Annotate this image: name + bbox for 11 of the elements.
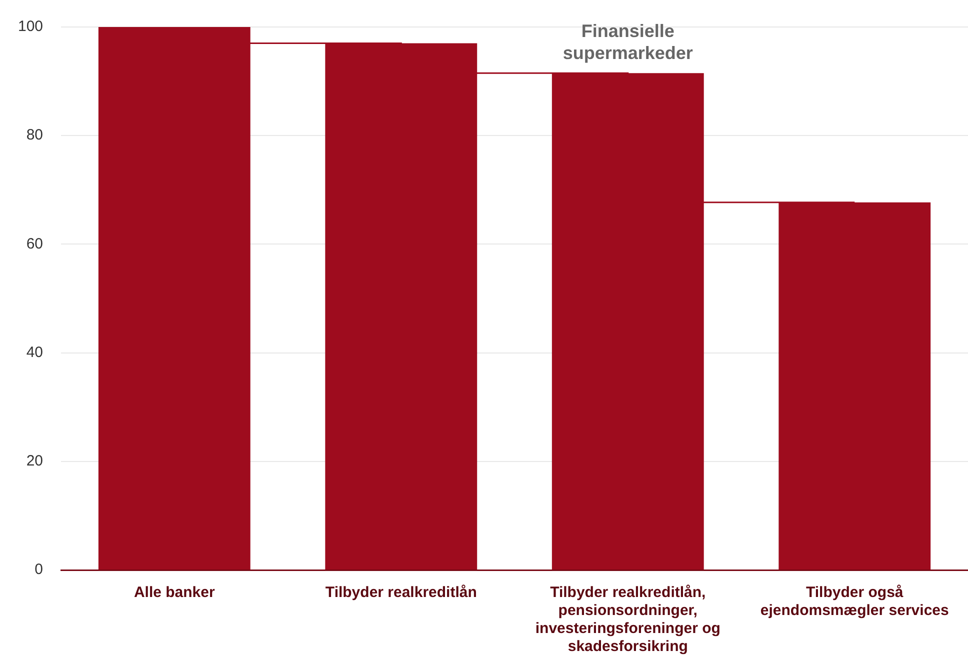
x-tick-label: Tilbyder realkreditlån [325,584,477,602]
y-tick-label: 100 [18,18,44,36]
y-tick-label: 60 [26,235,44,252]
y-tick-label: 20 [26,452,44,470]
y-tick-label: 40 [26,344,44,361]
x-tick-label: Tilbyder realkreditlån, pensionsordninger, investeringsforeninger og skadesforsikring [535,584,720,656]
y-tick-label: 80 [26,126,44,144]
annotation: Finansielle supermarkeder [562,21,693,64]
x-tick-label: Alle banker [134,584,215,602]
x-tick-label: Tilbyder også ejendomsmægler services [760,584,949,620]
y-tick-label: 0 [34,561,44,578]
